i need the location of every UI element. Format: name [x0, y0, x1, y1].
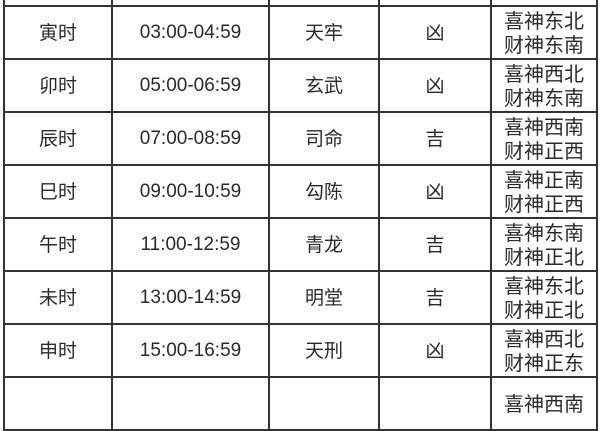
star-god-cell: 勾陈 [268, 164, 380, 219]
time-range-cell: 07:00-08:59 [111, 111, 270, 166]
luck-cell: 吉 [378, 111, 492, 166]
direction-cell: 喜神西南 财神正西 [490, 111, 598, 166]
wealth-god-direction: 财神东南 [504, 85, 584, 110]
star-god-cell: 明堂 [268, 270, 380, 325]
direction-cell: 财神正南 [490, 0, 598, 7]
hour-branch-cell: 寅时 [3, 5, 113, 60]
wealth-god-direction: 财神正北 [504, 244, 584, 269]
luck-cell: 吉 [378, 270, 492, 325]
direction-cell: 喜神正南 财神正西 [490, 164, 598, 219]
joy-god-direction: 喜神东南 [504, 220, 584, 245]
almanac-hours-table: 财神正南寅时03:00-04:59天牢凶喜神东北财神东南卯时05:00-06:5… [3, 0, 598, 431]
wealth-god-direction: 财神正西 [504, 191, 584, 216]
table-row: 未时 13:00-14:59 明堂吉喜神东北 财神正北 [3, 270, 598, 325]
star-god-cell: 青龙 [268, 217, 380, 272]
hour-branch-cell: 卯时 [3, 58, 113, 113]
hour-branch-cell: 午时 [3, 217, 113, 272]
luck-cell [378, 376, 492, 431]
time-range-cell [111, 0, 270, 7]
joy-god-direction: 喜神东北 [504, 273, 584, 298]
hour-branch-cell [3, 0, 113, 7]
direction-cell: 喜神西北 财神东南 [490, 58, 598, 113]
table-row: 巳时 09:00-10:59 勾陈凶喜神正南 财神正西 [3, 164, 598, 219]
time-range-cell: 13:00-14:59 [111, 270, 270, 325]
direction-cell: 喜神西北 财神正东 [490, 323, 598, 378]
table-row: 午时 11:00-12:59 青龙吉喜神东南 财神正北 [3, 217, 598, 272]
hour-branch-cell: 未时 [3, 270, 113, 325]
table-row: 寅时 03:00-04:59 天牢凶喜神东北 财神东南 [3, 5, 598, 60]
direction-cell: 喜神东北 财神东南 [490, 5, 598, 60]
table-row: 卯时 05:00-06:59 玄武凶喜神西北 财神东南 [3, 58, 598, 113]
joy-god-direction: 喜神西南 [504, 114, 584, 139]
wealth-god-direction: 财神正北 [504, 297, 584, 322]
direction-cell: 喜神东南 财神正北 [490, 217, 598, 272]
luck-cell [378, 0, 492, 7]
luck-cell: 凶 [378, 5, 492, 60]
luck-cell: 凶 [378, 58, 492, 113]
star-god-cell: 玄武 [268, 58, 380, 113]
luck-cell: 凶 [378, 323, 492, 378]
joy-god-direction: 喜神正南 [504, 167, 584, 192]
joy-god-direction: 喜神西北 [504, 326, 584, 351]
hour-branch-cell: 巳时 [3, 164, 113, 219]
luck-cell: 凶 [378, 164, 492, 219]
time-range-cell: 09:00-10:59 [111, 164, 270, 219]
star-god-cell: 天牢 [268, 5, 380, 60]
hour-branch-cell [3, 376, 113, 431]
joy-god-direction: 喜神西北 [504, 61, 584, 86]
direction-cell: 喜神东北 财神正北 [490, 270, 598, 325]
hour-branch-cell: 申时 [3, 323, 113, 378]
star-god-cell: 天刑 [268, 323, 380, 378]
direction-cell: 喜神西南 [490, 376, 598, 431]
wealth-god-direction: 财神正东 [504, 350, 584, 375]
time-range-cell: 15:00-16:59 [111, 323, 270, 378]
joy-god-direction: 喜神西南 [504, 391, 584, 416]
time-range-cell: 03:00-04:59 [111, 5, 270, 60]
time-range-cell [111, 376, 270, 431]
hour-branch-cell: 辰时 [3, 111, 113, 166]
table-row: 财神正南 [3, 0, 598, 7]
time-range-cell: 11:00-12:59 [111, 217, 270, 272]
wealth-god-direction: 财神东南 [504, 32, 584, 57]
table-row: 喜神西南 [3, 376, 598, 431]
star-god-cell [268, 376, 380, 431]
star-god-cell: 司命 [268, 111, 380, 166]
wealth-god-direction: 财神正西 [504, 138, 584, 163]
time-range-cell: 05:00-06:59 [111, 58, 270, 113]
luck-cell: 吉 [378, 217, 492, 272]
table-row: 辰时 07:00-08:59 司命吉喜神西南 财神正西 [3, 111, 598, 166]
table-row: 申时 15:00-16:59 天刑凶喜神西北 财神正东 [3, 323, 598, 378]
star-god-cell [268, 0, 380, 7]
joy-god-direction: 喜神东北 [504, 8, 584, 33]
